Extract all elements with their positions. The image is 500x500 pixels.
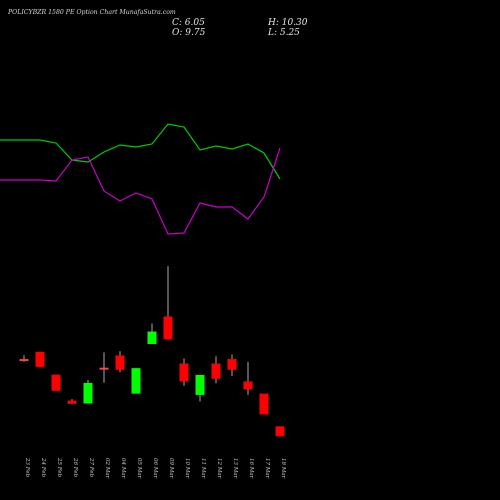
candle-body: [51, 374, 61, 391]
candle-body: [163, 316, 173, 340]
candle: [67, 399, 77, 405]
date-label: 13 Mar: [232, 458, 238, 479]
candle: [35, 351, 45, 367]
date-label: 25 Feb: [56, 457, 62, 478]
candle-body: [131, 368, 141, 394]
magenta-indicator-line: [0, 147, 281, 235]
green-indicator-line: [0, 123, 281, 180]
candle-body: [275, 426, 285, 437]
high-value: H: 10.30: [268, 18, 308, 28]
indicator-lines: [0, 123, 281, 235]
date-label: 24 Feb: [40, 457, 46, 478]
date-label: 16 Mar: [248, 458, 254, 479]
date-label: 02 Mar: [104, 458, 110, 479]
candle: [227, 354, 237, 376]
candle-body: [99, 367, 109, 370]
candle: [115, 351, 125, 373]
candle: [179, 358, 189, 386]
candle-body: [243, 381, 253, 390]
candle-body: [211, 363, 221, 379]
candle: [211, 356, 221, 384]
date-label: 18 Mar: [280, 458, 286, 479]
candle-body: [115, 355, 125, 370]
date-label: 09 Mar: [168, 458, 174, 479]
date-label: 06 Mar: [152, 458, 158, 479]
candlesticks: [19, 266, 285, 437]
candle-body: [83, 382, 93, 404]
candle-body: [259, 393, 269, 415]
low-value: L: 5.25: [268, 28, 300, 38]
candle-body: [179, 363, 189, 382]
date-label: 04 Mar: [120, 458, 126, 479]
candle-body: [35, 351, 45, 367]
candle-body: [147, 331, 157, 345]
candle-body: [195, 374, 205, 395]
date-label: 26 Feb: [72, 457, 78, 478]
candle: [19, 355, 29, 362]
date-label: 05 Mar: [136, 458, 142, 479]
open-value: O: 9.75: [172, 28, 206, 38]
date-axis: 23 Feb 24 Feb 25 Feb 26 Feb 27 Feb 02 Mar 04 M…: [24, 457, 286, 479]
chart-title: POLICYBZR 1580 PE Option Chart MunafaSut…: [8, 9, 176, 16]
candle-body: [67, 400, 77, 404]
date-label: 12 Mar: [216, 458, 222, 479]
candle: [195, 374, 205, 402]
candle: [83, 379, 93, 404]
date-label: 17 Mar: [264, 458, 270, 479]
candle-body: [19, 359, 29, 362]
date-label: 27 Feb: [88, 457, 94, 478]
candle: [99, 352, 109, 383]
candle: [259, 393, 269, 415]
candle-body: [227, 359, 237, 370]
candle: [275, 426, 285, 437]
date-label: 11 Mar: [200, 458, 206, 479]
candle: [243, 361, 253, 395]
close-value: C: 6.05: [172, 18, 205, 28]
date-label: 10 Mar: [184, 458, 190, 479]
date-label: 23 Feb: [24, 457, 30, 478]
candle: [131, 368, 141, 394]
candle: [163, 266, 173, 340]
candle: [147, 323, 157, 345]
candle: [51, 374, 61, 391]
